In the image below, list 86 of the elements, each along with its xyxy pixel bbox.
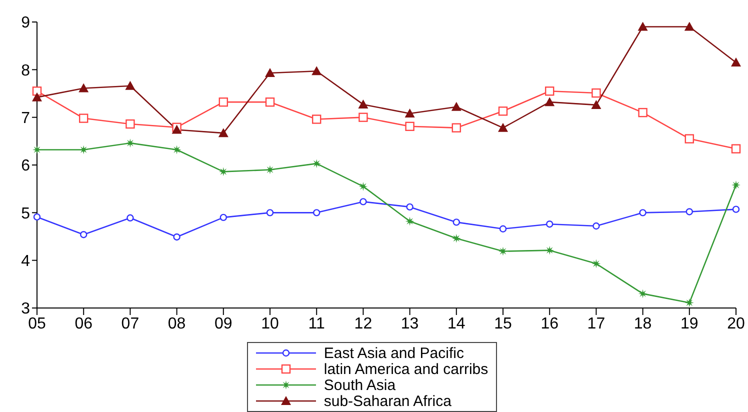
point — [452, 218, 460, 226]
y-tick-label: 7 — [21, 110, 30, 128]
point — [591, 100, 602, 109]
x-tick-label: 05 — [28, 315, 46, 332]
point — [266, 165, 274, 174]
point — [544, 97, 555, 106]
point — [78, 83, 89, 92]
point — [126, 214, 134, 222]
point — [592, 259, 601, 268]
point — [546, 220, 554, 228]
point — [731, 58, 741, 67]
point — [638, 108, 648, 118]
point — [404, 108, 415, 118]
y-tick-label: 5 — [21, 205, 30, 222]
point — [638, 22, 648, 31]
x-tick-label: 14 — [448, 315, 466, 332]
point — [80, 230, 88, 238]
point — [32, 86, 42, 96]
x-tick-label: 19 — [680, 315, 698, 332]
point — [265, 68, 275, 78]
point — [266, 209, 274, 216]
y-tick-label: 3 — [21, 300, 30, 318]
point — [498, 106, 508, 116]
point — [499, 225, 507, 232]
point — [545, 86, 554, 96]
point — [684, 134, 694, 144]
legend-label: sub-Saharan Africa — [324, 392, 452, 410]
x-tick-label: 15 — [494, 315, 512, 332]
point — [498, 122, 508, 132]
point — [125, 80, 136, 90]
point — [639, 209, 646, 216]
point — [358, 99, 368, 108]
point — [732, 180, 740, 190]
y-tick-label: 4 — [21, 253, 30, 270]
point — [312, 114, 322, 124]
point — [33, 213, 41, 221]
x-tick-label: 12 — [354, 315, 372, 332]
x-tick-label: 18 — [634, 315, 652, 332]
x-tick-label: 08 — [168, 315, 186, 332]
point — [452, 123, 461, 132]
point — [312, 159, 322, 168]
point — [684, 22, 694, 31]
x-tick-label: 07 — [121, 315, 140, 332]
point — [592, 88, 601, 98]
point — [731, 144, 741, 154]
y-tick-label: 9 — [21, 14, 30, 32]
point — [684, 298, 694, 308]
legend-label: latin America and carribs — [324, 360, 488, 378]
y-tick-label: 8 — [21, 62, 30, 80]
x-tick-label: 11 — [308, 315, 326, 332]
x-tick-label: 20 — [727, 315, 745, 332]
point — [686, 208, 693, 216]
point — [32, 145, 42, 154]
x-tick-label: 17 — [587, 315, 606, 332]
point — [592, 222, 600, 230]
point — [32, 92, 42, 102]
point — [405, 216, 414, 226]
point — [358, 182, 368, 191]
x-tick-label: 10 — [261, 315, 279, 332]
point — [358, 112, 368, 122]
point — [265, 97, 275, 107]
point — [498, 246, 508, 256]
point — [451, 102, 462, 111]
legend-label: South Asia — [324, 376, 396, 394]
x-tick-label: 13 — [400, 315, 419, 332]
legend-label: East Asia and Pacific — [324, 344, 464, 362]
point — [218, 97, 228, 107]
point — [732, 206, 740, 213]
point — [360, 198, 367, 206]
point — [405, 122, 414, 131]
point — [312, 66, 322, 76]
x-tick-label: 16 — [540, 315, 559, 332]
x-tick-label: 06 — [74, 315, 93, 332]
point — [313, 209, 320, 216]
x-tick-label: 09 — [214, 315, 232, 332]
point — [638, 289, 648, 298]
point — [218, 128, 228, 138]
point — [172, 145, 182, 154]
point — [79, 114, 88, 123]
point — [220, 214, 227, 222]
point — [452, 234, 461, 243]
point — [126, 119, 135, 129]
point — [406, 203, 414, 211]
y-tick-label: 6 — [21, 158, 30, 175]
point — [173, 233, 180, 241]
point — [126, 138, 135, 148]
